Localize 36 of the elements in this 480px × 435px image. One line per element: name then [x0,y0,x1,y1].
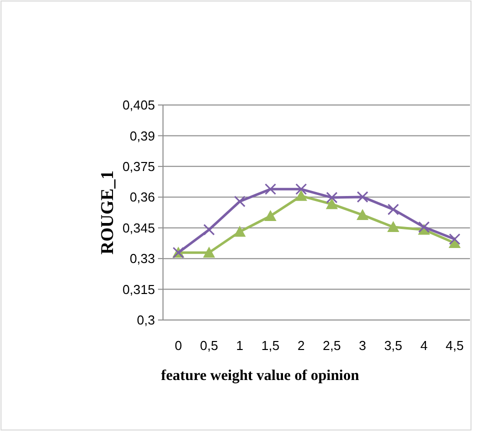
x-tick-label: 2 [298,338,305,353]
y-tick-label: 0,315 [122,282,155,297]
y-tick-label: 0,375 [122,158,155,174]
x-tick-label: 1,5 [261,338,280,353]
point [387,221,400,232]
y-tick-label: 0,3 [136,312,155,328]
y-tick-label: 0,345 [122,220,155,236]
point [388,204,399,216]
point [295,183,307,195]
x-axis-title: feature weight value of opinion [161,368,360,384]
point [326,198,338,210]
x-tick-label: 0,5 [200,338,218,353]
point [356,191,368,203]
point [326,192,338,204]
x-tick-label: 0 [174,338,182,353]
point [448,233,460,245]
x-tick-label: 3 [358,338,366,353]
point [295,190,308,201]
point [234,196,246,208]
point [203,224,215,236]
x-tick-label: 1 [236,338,244,353]
y-tick-label: 0,36 [130,190,155,205]
x-tick-label: 4 [420,338,428,353]
point [203,246,216,258]
point [418,221,430,233]
point [234,226,246,237]
y-axis-title: ROUGE_1 [97,170,117,255]
y-tick-label: 0,33 [130,251,155,266]
x-tick-label: 3,5 [384,338,402,353]
point [264,183,276,195]
point [356,208,369,220]
y-tick-label: 0,39 [130,128,155,144]
x-tick-label: 4,5 [446,338,464,353]
y-tick-label: 0,405 [122,98,155,113]
point [264,210,276,221]
x-tick-label: 2,5 [322,338,341,353]
